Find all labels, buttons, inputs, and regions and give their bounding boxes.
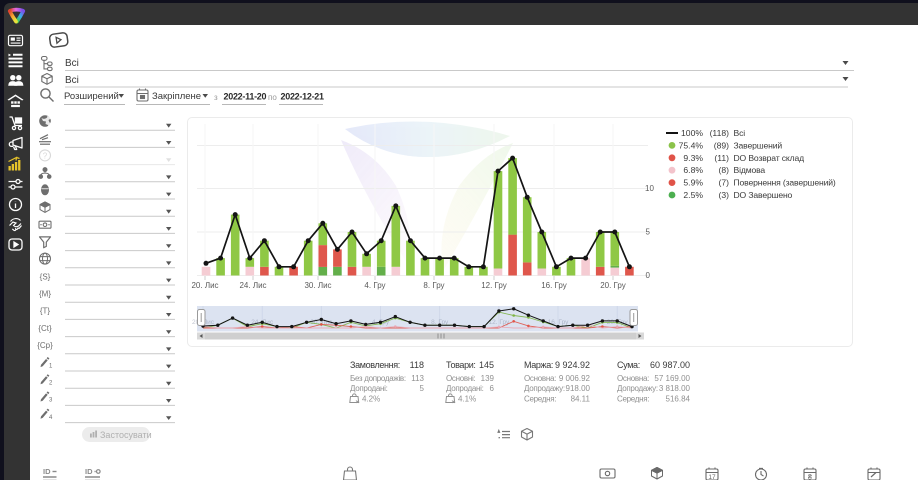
svg-text:5.9%: 5.9% — [683, 178, 703, 188]
svg-text:Основна:: Основна: — [617, 374, 649, 383]
svg-text:16. Гру: 16. Гру — [548, 319, 570, 326]
svg-text:60 987.00: 60 987.00 — [650, 360, 690, 370]
svg-text:16. Гру: 16. Гру — [541, 281, 567, 290]
svg-text:(11): (11) — [714, 153, 729, 163]
svg-text:Допродажу:: Допродажу: — [617, 384, 658, 393]
svg-text:3: 3 — [49, 398, 53, 404]
svg-text:{S}: {S} — [40, 272, 51, 281]
svg-text:DO Возврат склад: DO Возврат склад — [734, 153, 805, 163]
svg-text:8. Гру: 8. Гру — [423, 281, 444, 290]
svg-text:?: ? — [43, 151, 48, 160]
svg-text:(7): (7) — [718, 178, 729, 188]
svg-text:Завершений: Завершений — [734, 140, 783, 150]
svg-text:57 169.00: 57 169.00 — [654, 374, 690, 383]
svg-text:Замовлення:: Замовлення: — [350, 360, 400, 370]
svg-text:10: 10 — [645, 184, 654, 193]
svg-text:0: 0 — [646, 271, 651, 280]
svg-text:Маржа:: Маржа: — [524, 360, 553, 370]
svg-text:(8): (8) — [718, 165, 729, 175]
svg-text:2022-12-21: 2022-12-21 — [281, 92, 325, 102]
svg-text:{Ct}: {Ct} — [38, 324, 52, 333]
svg-text:Всі: Всі — [734, 128, 746, 138]
svg-text:DO Завершено: DO Завершено — [734, 190, 793, 200]
svg-text:84.11: 84.11 — [571, 395, 591, 404]
svg-text:24. Лис: 24. Лис — [239, 281, 266, 290]
svg-text:2022-11-20: 2022-11-20 — [224, 92, 267, 102]
svg-text:ID: ID — [85, 467, 93, 476]
svg-text:{Cp}: {Cp} — [37, 341, 53, 350]
svg-text:2: 2 — [49, 381, 53, 387]
svg-text:{M}: {M} — [39, 290, 51, 299]
svg-text:₴: ₴ — [808, 475, 812, 480]
svg-text:12. Гру: 12. Гру — [481, 281, 507, 290]
svg-text:Допродані:: Допродані: — [350, 384, 388, 393]
svg-text:Середня:: Середня: — [617, 395, 649, 404]
svg-text:9.3%: 9.3% — [683, 153, 703, 163]
svg-text:Основні:: Основні: — [446, 374, 475, 383]
svg-text:6: 6 — [490, 384, 495, 393]
svg-text:4.1%: 4.1% — [458, 395, 476, 404]
svg-text:Без допродажів:: Без допродажів: — [350, 374, 406, 383]
svg-text:20. Лис: 20. Лис — [191, 281, 218, 290]
svg-text:Всі: Всі — [65, 58, 79, 69]
svg-text:Застосувати: Застосувати — [100, 430, 152, 440]
svg-text:(89): (89) — [714, 140, 729, 150]
svg-text:9 924.92: 9 924.92 — [555, 360, 590, 370]
svg-text:8. Гру: 8. Гру — [431, 319, 449, 326]
svg-text:Всі: Всі — [65, 75, 79, 86]
svg-text:918.00: 918.00 — [566, 384, 591, 393]
svg-text:516.84: 516.84 — [666, 395, 691, 404]
svg-text:75.4%: 75.4% — [679, 140, 704, 150]
svg-text:Відмова: Відмова — [734, 165, 766, 175]
svg-text:5: 5 — [420, 384, 425, 393]
svg-text:з: з — [214, 93, 218, 102]
svg-text:30. Лис: 30. Лис — [304, 281, 331, 290]
svg-text:(3): (3) — [718, 190, 729, 200]
svg-text:по: по — [268, 93, 277, 102]
svg-text:{T}: {T} — [40, 307, 51, 316]
svg-text:ID: ID — [43, 467, 51, 476]
svg-text:30. Лис: 30. Лис — [310, 319, 333, 326]
svg-text:20. Гру: 20. Гру — [600, 281, 626, 290]
svg-text:6.8%: 6.8% — [683, 165, 703, 175]
svg-text:9 006.92: 9 006.92 — [559, 374, 591, 383]
svg-text:12. Гру: 12. Гру — [489, 319, 511, 326]
svg-text:Допродані:: Допродані: — [446, 384, 484, 393]
svg-text:5: 5 — [646, 228, 651, 237]
svg-text:4.2%: 4.2% — [362, 395, 380, 404]
svg-text:Сума:: Сума: — [617, 360, 640, 370]
svg-text:145: 145 — [479, 360, 494, 370]
svg-text:4: 4 — [49, 415, 53, 421]
svg-text:4. Гру: 4. Гру — [364, 281, 385, 290]
svg-text:100%: 100% — [681, 128, 703, 138]
svg-text:Закріплене: Закріплене — [152, 91, 201, 102]
svg-text:Середня:: Середня: — [524, 395, 556, 404]
svg-text:2.5%: 2.5% — [683, 190, 703, 200]
svg-text:Основна:: Основна: — [524, 374, 556, 383]
svg-text:113: 113 — [411, 374, 424, 383]
svg-text:Допродажу:: Допродажу: — [524, 384, 565, 393]
svg-text:17: 17 — [708, 474, 716, 480]
svg-text:3 818.00: 3 818.00 — [659, 384, 691, 393]
svg-text:Розширений: Розширений — [64, 91, 119, 102]
svg-text:118: 118 — [410, 360, 424, 370]
svg-text:Товари:: Товари: — [446, 360, 476, 370]
svg-text:139: 139 — [481, 374, 495, 383]
svg-text:1: 1 — [49, 363, 53, 369]
svg-text:(118): (118) — [710, 128, 730, 138]
svg-text:Повернення (завершений): Повернення (завершений) — [734, 178, 836, 188]
